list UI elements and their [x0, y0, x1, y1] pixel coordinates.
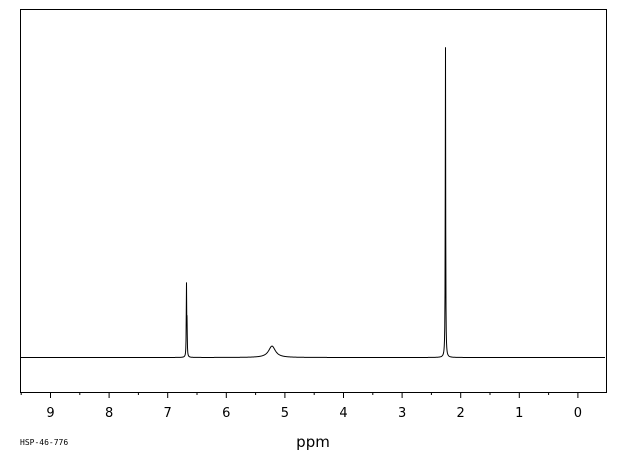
- x-tick-label: 4: [339, 406, 347, 421]
- x-axis-tick-labels: 9 8 7 6 5 4 3 2 1 0: [46, 406, 582, 421]
- x-axis-ticks: [20, 392, 579, 398]
- x-tick-label: 8: [105, 406, 113, 421]
- x-tick-label: 9: [46, 406, 54, 421]
- x-tick-label: 6: [222, 406, 230, 421]
- x-axis-label: ppm: [296, 433, 330, 451]
- x-tick-label: 7: [164, 406, 172, 421]
- plot-frame: [20, 9, 607, 393]
- x-tick-label: 0: [574, 406, 582, 421]
- x-tick-label: 1: [515, 406, 523, 421]
- x-tick-label: 3: [398, 406, 406, 421]
- x-tick-label: 5: [281, 406, 289, 421]
- spectrum-trace: [21, 47, 605, 358]
- x-tick-label: 2: [457, 406, 465, 421]
- catalog-id: HSP-46-776: [20, 438, 68, 447]
